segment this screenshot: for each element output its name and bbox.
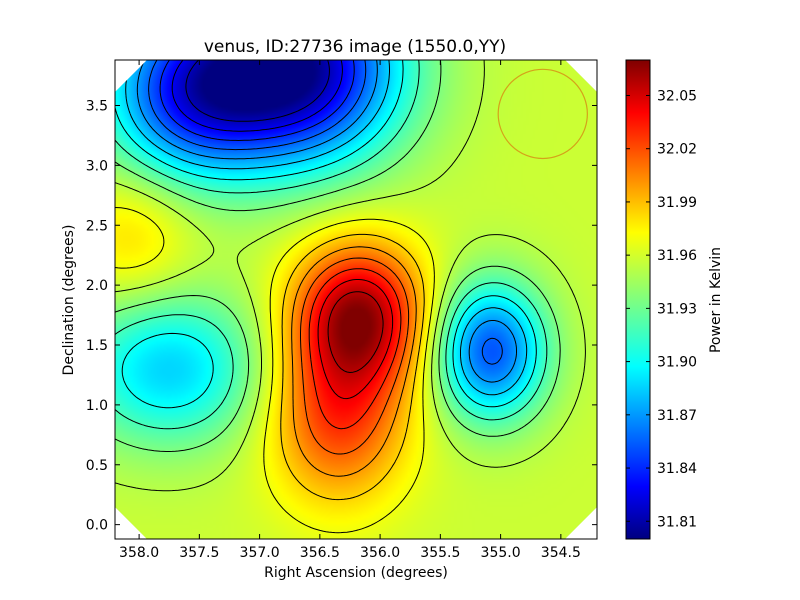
contour-level-13 <box>300 257 410 455</box>
y-tick-label: 3.0 <box>86 158 108 174</box>
colorbar-tick-label: 32.02 <box>657 142 697 158</box>
contour-level-14 <box>308 268 402 430</box>
heatmap-image <box>115 60 597 539</box>
colorbar-tick-label: 31.87 <box>657 408 697 424</box>
colorbar-ticks: 31.81 31.84 31.87 31.90 31.93 31.96 31.99 32.02… <box>626 88 697 530</box>
y-tick-label: 2.5 <box>86 218 108 234</box>
contour-level-10 <box>115 207 435 534</box>
colorbar-tick-label: 32.05 <box>657 88 697 104</box>
annotation-circle <box>497 68 588 160</box>
y-tick-label: 0.0 <box>86 518 108 534</box>
colorbar-tick-label: 31.81 <box>657 514 697 530</box>
y-tick-label: 2.0 <box>86 278 108 294</box>
y-tick-label: 3.5 <box>86 99 108 115</box>
contour-level-7 <box>115 60 548 430</box>
x-tick-label: 357.0 <box>240 545 280 561</box>
contour-lines <box>115 60 586 534</box>
x-tick-label: 355.0 <box>481 545 521 561</box>
x-tick-label: 354.5 <box>541 545 581 561</box>
x-axis-label: Right Ascension (degrees) <box>264 565 448 581</box>
x-tick-label: 357.5 <box>179 545 219 561</box>
y-axis-label: Declination (degrees) <box>61 225 77 376</box>
x-tick-label: 358.0 <box>119 545 159 561</box>
y-tick-label: 0.5 <box>86 458 108 474</box>
y-tick-label: 1.5 <box>86 338 108 354</box>
plot-frame <box>114 59 598 540</box>
colorbar: 31.81 31.84 31.87 31.90 31.93 31.96 31.99 32.02… <box>625 59 724 540</box>
x-tick-label: 355.5 <box>420 545 460 561</box>
contour-level-12 <box>291 246 417 477</box>
colorbar-tick-label: 31.96 <box>657 248 697 264</box>
colorbar-tick-label: 31.90 <box>657 355 697 371</box>
colorbar-tick-label: 31.84 <box>657 461 697 477</box>
colorbar-tick-label: 31.99 <box>657 195 697 211</box>
x-tick-label: 356.5 <box>300 545 340 561</box>
contour-level-0 <box>185 60 330 122</box>
y-tick-label: 1.0 <box>86 398 108 414</box>
chart-title: venus, ID:27736 image (1550.0,YY) <box>204 37 506 57</box>
contour-level-16 <box>327 291 384 373</box>
plot-area: 358.0 357.5 357.0 356.5 356.0 355.5 355.0 354.5… <box>86 59 598 561</box>
colorbar-tick-label: 31.93 <box>657 301 697 317</box>
contour-level-2 <box>159 60 355 141</box>
contour-level-3 <box>148 60 503 365</box>
x-tick-label: 356.0 <box>360 545 400 561</box>
colorbar-gradient <box>625 59 651 540</box>
contour-level-11 <box>280 233 425 501</box>
x-axis-ticks: 358.0 357.5 357.0 356.5 356.0 355.5 355.0 354.5 <box>119 60 581 561</box>
contour-level-15 <box>317 279 394 400</box>
y-axis-ticks: 0.0 0.5 1.0 1.5 2.0 2.5 3.0 3.5 <box>86 99 597 534</box>
colorbar-label: Power in Kelvin <box>708 247 724 353</box>
contour-level-1 <box>171 60 343 132</box>
contour-level-9 <box>115 60 586 492</box>
